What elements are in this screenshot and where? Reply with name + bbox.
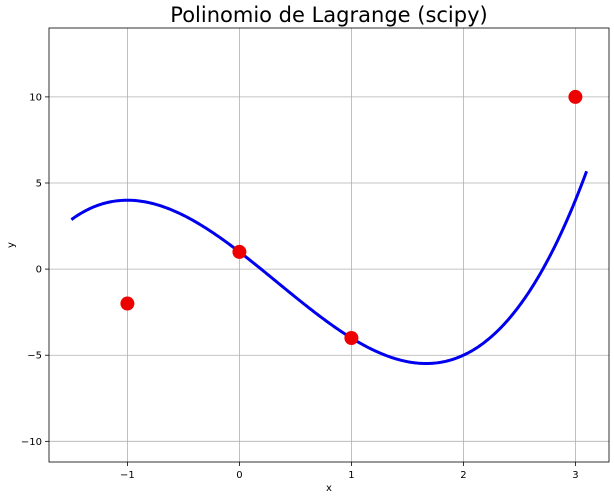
data-point (232, 244, 247, 259)
x-axis-label: x (326, 483, 332, 494)
x-tick-label: 2 (460, 470, 466, 481)
x-tick-label: −1 (120, 470, 135, 481)
chart-title: Polinomio de Lagrange (scipy) (170, 3, 487, 27)
data-point (344, 331, 359, 345)
y-tick-label: 10 (29, 92, 42, 103)
plot-frame (48, 27, 610, 463)
curve-layer (70, 170, 589, 366)
y-tick-label: 5 (36, 179, 42, 190)
x-tick-label: 0 (236, 470, 242, 481)
y-tick-label: −10 (21, 437, 42, 448)
y-axis-label: y (6, 242, 17, 248)
data-point (120, 296, 135, 311)
y-tick-label: −5 (27, 351, 42, 362)
x-tick-label: 1 (348, 470, 354, 481)
grid (49, 28, 609, 462)
points-layer (120, 89, 583, 345)
y-tick-label: 0 (36, 265, 42, 276)
data-point (568, 89, 583, 104)
x-tick-label: 3 (572, 470, 578, 481)
polynomial-curve (70, 170, 589, 366)
